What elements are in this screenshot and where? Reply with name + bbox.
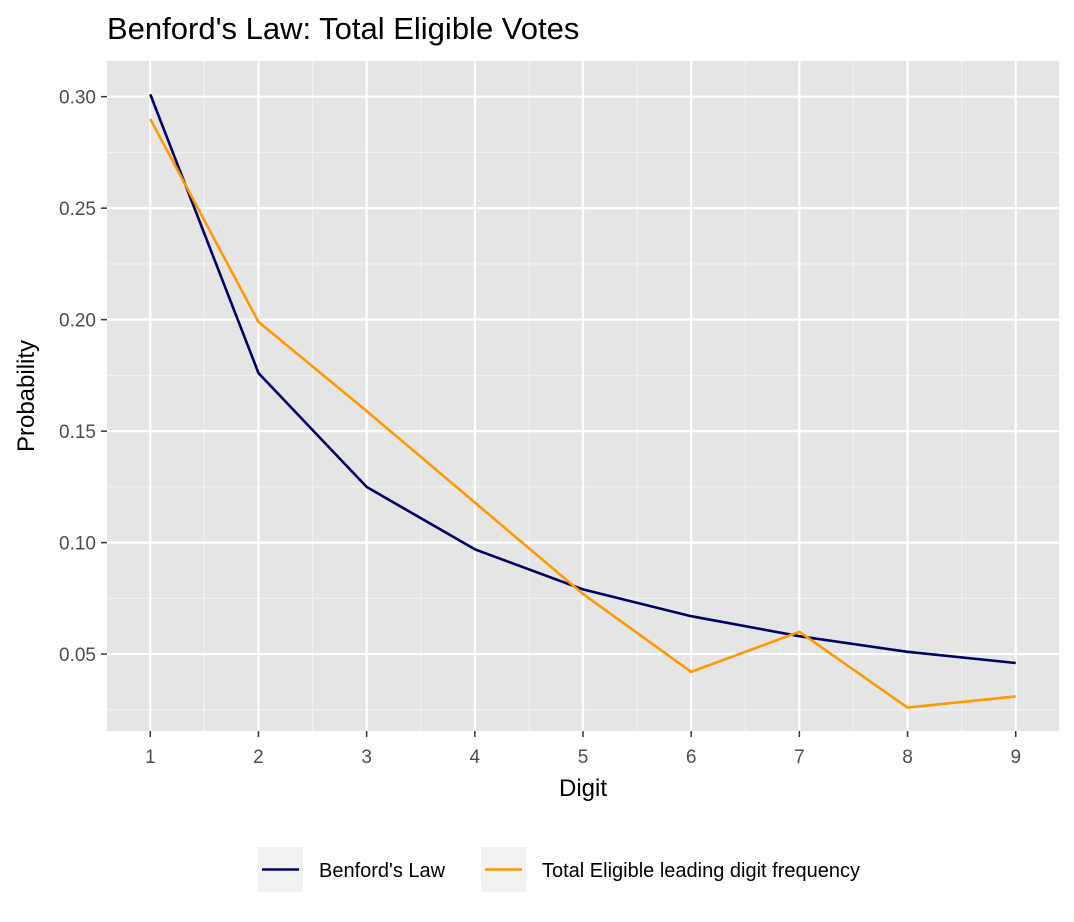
x-axis-title: Digit bbox=[559, 775, 607, 802]
legend-label: Total Eligible leading digit frequency bbox=[542, 860, 860, 882]
y-tick-label: 0.30 bbox=[59, 88, 96, 109]
benfords-law-line bbox=[149, 93, 1016, 665]
x-tick-label: 7 bbox=[794, 747, 805, 768]
legend-label: Benford's Law bbox=[319, 860, 446, 882]
x-tick-label: 4 bbox=[470, 747, 481, 768]
x-tick-label: 3 bbox=[361, 747, 372, 768]
legend: Benford's Law Total Eligible leading digi… bbox=[258, 847, 860, 892]
x-tick-label: 2 bbox=[253, 747, 264, 768]
y-tick-label: 0.25 bbox=[59, 199, 96, 220]
y-tick-label: 0.10 bbox=[59, 534, 96, 555]
major-gridlines bbox=[107, 61, 1059, 731]
x-tick-label: 9 bbox=[1010, 747, 1021, 768]
y-axis: 0.05 0.10 0.15 0.20 0.25 0.30 bbox=[59, 88, 107, 666]
x-axis: 1 2 3 4 5 6 7 8 9 bbox=[145, 731, 1021, 768]
x-tick-label: 5 bbox=[578, 747, 589, 768]
y-tick-label: 0.05 bbox=[59, 645, 96, 666]
y-tick-label: 0.20 bbox=[59, 311, 96, 332]
y-tick-label: 0.15 bbox=[59, 422, 96, 443]
x-tick-label: 8 bbox=[902, 747, 913, 768]
chart-title: Benford's Law: Total Eligible Votes bbox=[107, 11, 579, 46]
y-axis-title: Probability bbox=[13, 340, 40, 452]
leading-digit-frequency-line bbox=[149, 118, 1016, 709]
x-tick-label: 1 bbox=[145, 747, 156, 768]
x-tick-label: 6 bbox=[686, 747, 697, 768]
series-lines bbox=[149, 93, 1016, 709]
